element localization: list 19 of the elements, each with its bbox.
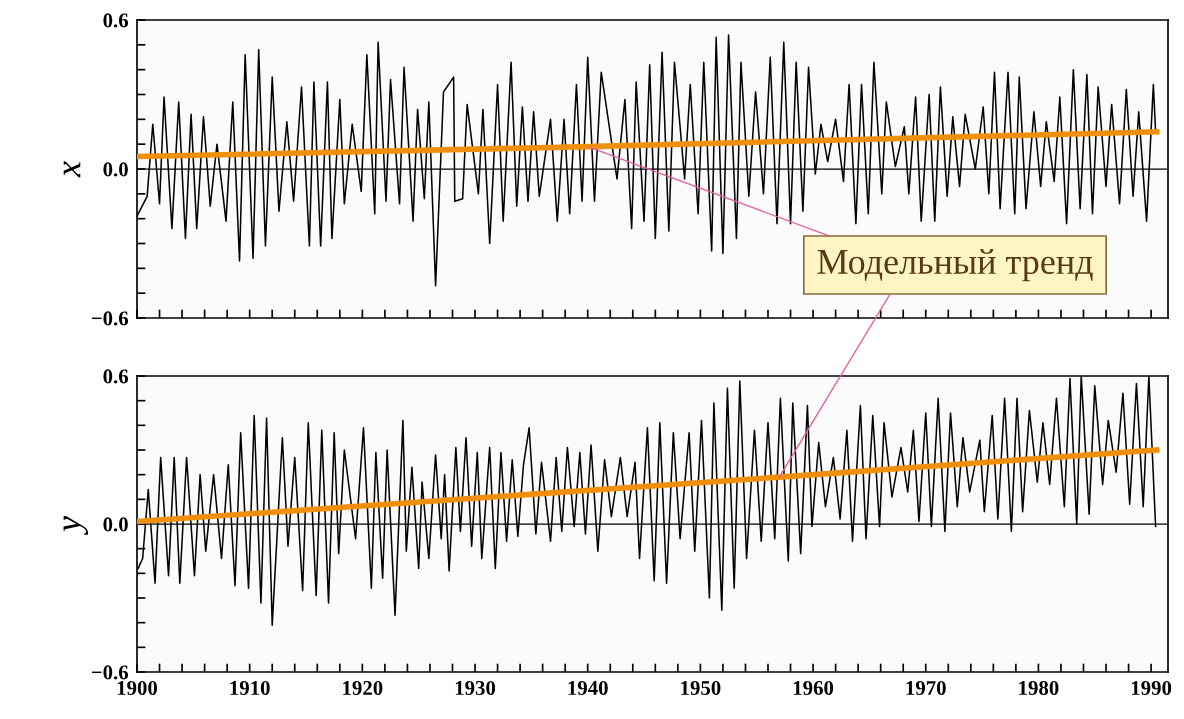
y-tick-label: 0.6	[103, 369, 129, 384]
x-tick-label: 1910	[230, 680, 270, 695]
x-tick-label: 1960	[793, 680, 834, 695]
y-tick-label: 0.0	[103, 517, 128, 532]
y-tick-label: −0.6	[91, 665, 129, 680]
y-tick-label: −0.6	[91, 311, 129, 326]
y-tick-label: 0.6	[103, 13, 129, 28]
annotation: Модельный тренд	[817, 248, 1093, 282]
x-tick-label: 1950	[681, 680, 721, 695]
y-tick-label: 0.0	[103, 162, 128, 177]
x-tick-label: 1940	[568, 680, 608, 695]
x-tick-label: 1980	[1019, 680, 1059, 695]
x-tick-label: 1920	[343, 680, 383, 695]
x-tick-label: 1930	[455, 680, 496, 695]
x-tick-label: 1970	[906, 680, 946, 695]
y-axis-title: y	[63, 515, 88, 536]
x-tick-label: 1990	[1131, 680, 1172, 695]
y-axis-title: x	[63, 161, 81, 178]
x-tick-label: 1900	[117, 680, 158, 695]
